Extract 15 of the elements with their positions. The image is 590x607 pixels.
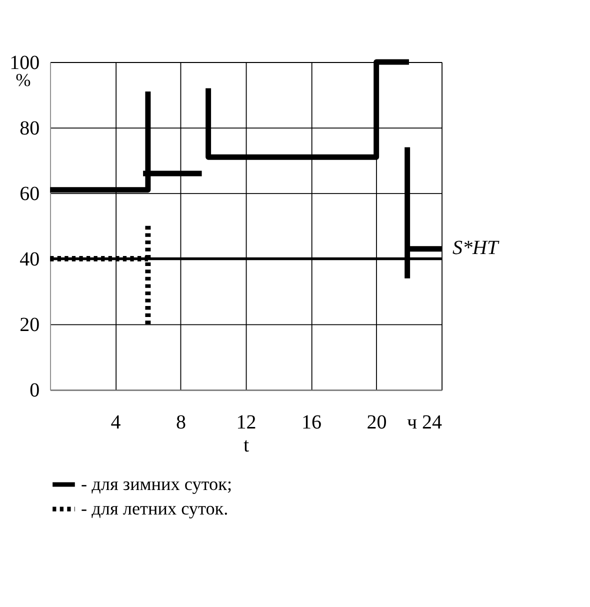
x-axis-title: t: [244, 434, 250, 456]
x-tick-label: 16: [302, 412, 322, 434]
x-tick-label: ч 24: [406, 412, 442, 434]
y-tick-label: 40: [20, 248, 40, 271]
x-tick-label: 20: [366, 412, 387, 434]
y-tick-label: 20: [20, 314, 40, 336]
y-tick-label: 0: [30, 380, 40, 402]
legend-label: - для летних суток.: [81, 498, 228, 519]
x-tick-label: 8: [176, 412, 186, 434]
ref-line-label: S*НТ: [452, 237, 500, 260]
x-tick-label: 12: [236, 412, 256, 434]
legend-label: - для зимних суток;: [81, 474, 232, 494]
x-tick-label: 4: [110, 412, 121, 434]
y-tick-label: 80: [20, 117, 40, 140]
y-tick-label: 60: [20, 182, 40, 205]
